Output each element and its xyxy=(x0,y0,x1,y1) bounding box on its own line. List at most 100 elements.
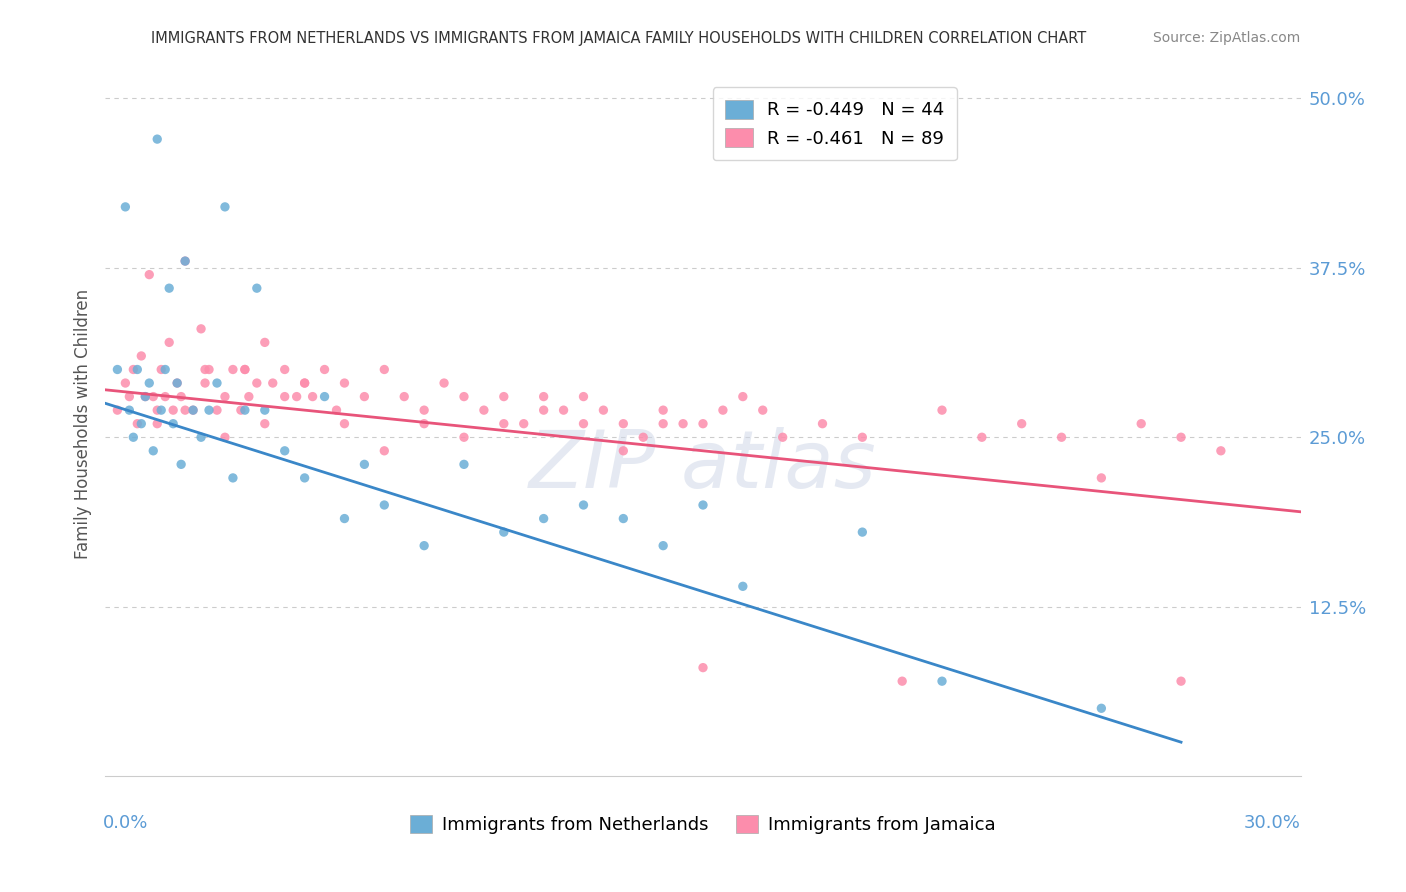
Point xyxy=(301,390,323,404)
Point xyxy=(731,579,754,593)
Point xyxy=(413,539,436,553)
Point xyxy=(107,403,129,417)
Point xyxy=(205,403,228,417)
Point xyxy=(118,390,141,404)
Point xyxy=(174,254,197,268)
Point xyxy=(233,362,256,376)
Point xyxy=(612,443,634,458)
Point xyxy=(142,390,165,404)
Point xyxy=(931,403,953,417)
Point xyxy=(214,390,236,404)
Point xyxy=(190,430,212,444)
Point xyxy=(652,417,675,431)
Point xyxy=(891,674,914,689)
Point xyxy=(166,376,188,390)
Point xyxy=(134,390,156,404)
Point xyxy=(533,511,555,525)
Point xyxy=(229,403,252,417)
Y-axis label: Family Households with Children: Family Households with Children xyxy=(73,289,91,558)
Point xyxy=(294,471,316,485)
Point xyxy=(214,430,236,444)
Text: ZIP atlas: ZIP atlas xyxy=(529,427,877,505)
Point xyxy=(166,376,188,390)
Point xyxy=(246,376,269,390)
Point xyxy=(205,376,228,390)
Point xyxy=(533,403,555,417)
Point xyxy=(194,362,217,376)
Point xyxy=(285,390,308,404)
Point xyxy=(453,458,475,472)
Point xyxy=(1090,701,1112,715)
Point xyxy=(273,362,295,376)
Point xyxy=(652,403,675,417)
Point xyxy=(134,390,156,404)
Point xyxy=(181,403,204,417)
Point xyxy=(472,403,495,417)
Point xyxy=(114,376,136,390)
Point xyxy=(373,443,395,458)
Point xyxy=(273,443,295,458)
Point xyxy=(253,417,276,431)
Point xyxy=(198,403,221,417)
Point xyxy=(1050,430,1073,444)
Point xyxy=(711,403,734,417)
Point xyxy=(294,376,316,390)
Point xyxy=(692,660,714,674)
Point xyxy=(222,471,245,485)
Point xyxy=(851,430,873,444)
Point xyxy=(1170,674,1192,689)
Point xyxy=(146,417,169,431)
Point xyxy=(122,362,145,376)
Point xyxy=(190,322,212,336)
Point xyxy=(146,132,169,146)
Point xyxy=(811,417,834,431)
Point xyxy=(672,417,695,431)
Point xyxy=(153,390,177,404)
Point xyxy=(572,417,595,431)
Point xyxy=(262,376,284,390)
Point xyxy=(1130,417,1153,431)
Point xyxy=(772,430,794,444)
Point xyxy=(146,403,169,417)
Point xyxy=(633,430,655,444)
Point xyxy=(273,390,295,404)
Point xyxy=(413,403,436,417)
Point xyxy=(153,362,177,376)
Point xyxy=(157,281,180,295)
Point xyxy=(114,200,136,214)
Point xyxy=(170,390,193,404)
Point xyxy=(751,403,773,417)
Point xyxy=(314,390,336,404)
Text: Source: ZipAtlas.com: Source: ZipAtlas.com xyxy=(1153,31,1301,45)
Point xyxy=(492,525,515,540)
Point xyxy=(122,430,145,444)
Point xyxy=(214,200,236,214)
Point xyxy=(1090,471,1112,485)
Point xyxy=(492,417,515,431)
Point xyxy=(253,403,276,417)
Point xyxy=(333,511,356,525)
Point xyxy=(333,376,356,390)
Point xyxy=(162,403,184,417)
Point xyxy=(692,498,714,512)
Point xyxy=(652,539,675,553)
Point xyxy=(970,430,993,444)
Point xyxy=(194,376,217,390)
Point xyxy=(553,403,575,417)
Point xyxy=(174,254,197,268)
Point xyxy=(612,511,634,525)
Point xyxy=(572,498,595,512)
Point xyxy=(181,403,204,417)
Point xyxy=(333,417,356,431)
Point xyxy=(325,403,347,417)
Point xyxy=(129,349,153,363)
Point xyxy=(157,335,180,350)
Point xyxy=(129,417,153,431)
Point xyxy=(453,430,475,444)
Point xyxy=(238,390,260,404)
Point xyxy=(198,362,221,376)
Point xyxy=(314,362,336,376)
Point xyxy=(731,390,754,404)
Point xyxy=(127,417,149,431)
Point xyxy=(150,362,173,376)
